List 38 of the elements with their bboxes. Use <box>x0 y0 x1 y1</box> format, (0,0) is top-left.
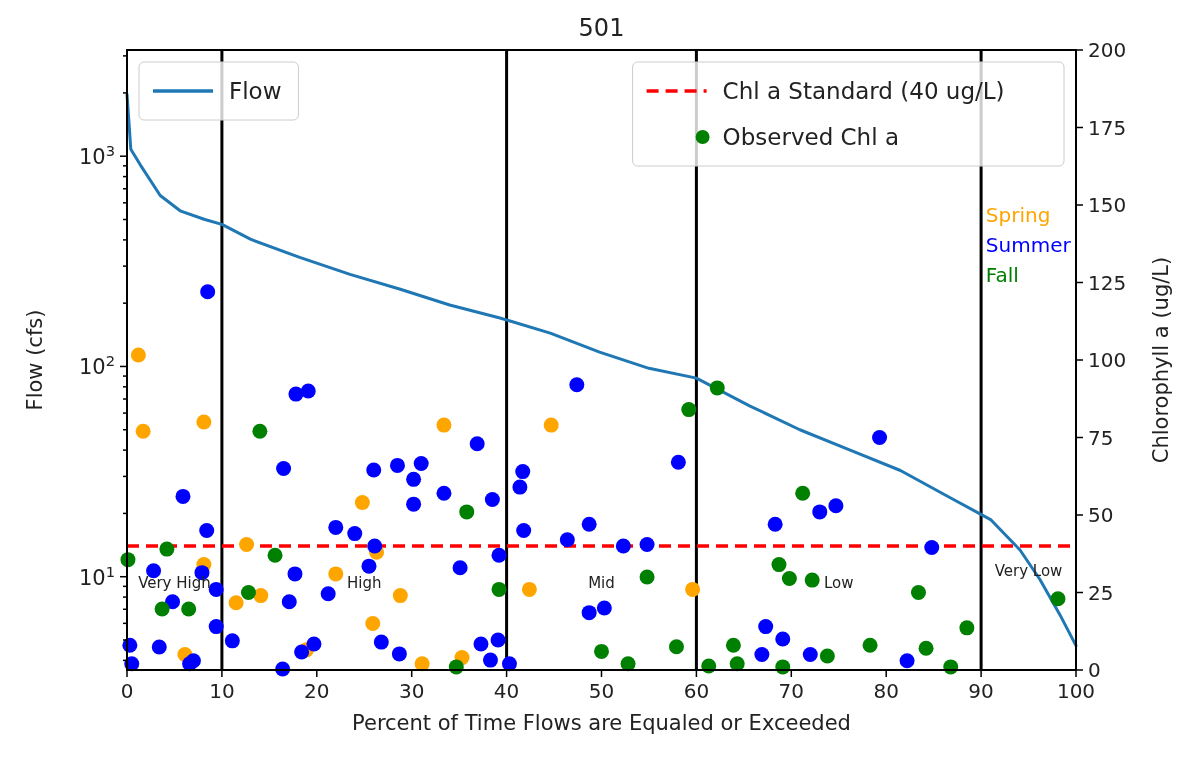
y2-tick-label: 25 <box>1088 580 1114 605</box>
annotation: Spring <box>985 203 1051 227</box>
y2-tick-label: 200 <box>1088 38 1127 62</box>
annotation: Very High <box>138 574 211 592</box>
y2-tick-label: 100 <box>1088 348 1127 372</box>
annotation: Mid <box>588 574 615 592</box>
x-tick-label: 50 <box>588 679 615 703</box>
x-tick-label: 10 <box>209 679 235 703</box>
y2-axis-title: Chlorophyll a (ug/L) <box>1149 256 1173 464</box>
x-tick-label: 30 <box>398 679 425 703</box>
x-tick-label: 100 <box>1056 679 1096 703</box>
annotation: Fall <box>985 263 1019 287</box>
annotation: Very Low <box>994 562 1063 580</box>
y-axis-title: Flow (cfs) <box>23 309 47 411</box>
legend-label: Flow <box>229 78 282 104</box>
y2-tick-label: 150 <box>1088 193 1127 217</box>
annotation: Summer <box>985 233 1072 257</box>
y2-tick-label: 75 <box>1088 425 1114 450</box>
y2-tick-label: 50 <box>1088 503 1114 527</box>
y-tick-label: 10$^{2}$ <box>78 351 115 380</box>
x-tick-label: 60 <box>683 679 710 703</box>
legend-label: Observed Chl a <box>722 124 900 150</box>
x-tick-label: 20 <box>304 679 330 703</box>
y-tick-label: 10$^{1}$ <box>78 562 115 590</box>
x-tick-label: 40 <box>493 679 520 703</box>
y-tick-label: 10$^{3}$ <box>78 141 115 170</box>
legend-label: Chl a Standard (40 ug/L) <box>722 78 1005 104</box>
annotation: High <box>347 574 382 592</box>
x-tick-label: 90 <box>968 679 994 703</box>
y2-tick-label: 0 <box>1088 658 1101 682</box>
x-tick-label: 70 <box>778 679 805 703</box>
x-tick-label: 0 <box>120 679 134 703</box>
annotation: Low <box>823 574 854 592</box>
x-axis-title: Percent of Time Flows are Equaled or Exceeded <box>352 711 851 735</box>
y2-tick-label: 125 <box>1088 270 1127 295</box>
y2-tick-label: 175 <box>1088 115 1127 140</box>
chart-title: 501 <box>578 14 625 42</box>
x-tick-label: 80 <box>873 679 899 703</box>
